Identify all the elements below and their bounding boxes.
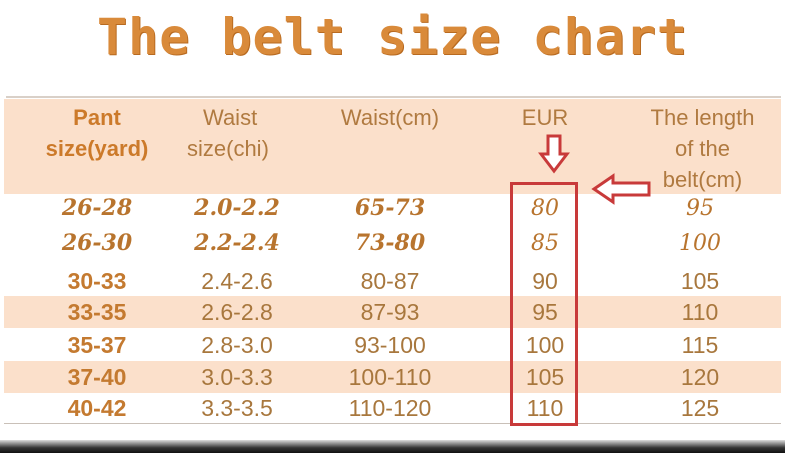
header-line: Waist(cm) (340, 105, 440, 130)
header-line: size(chi) (187, 136, 269, 161)
footer-strip (0, 440, 785, 453)
cell-waist-chi: 2.4-2.6 (201, 268, 273, 294)
cell-waist-chi: 2.8-3.0 (201, 332, 273, 358)
cell-belt-length: 120 (680, 364, 720, 390)
cell-waist-cm: 80-87 (360, 268, 420, 294)
divider (6, 96, 781, 98)
cell-belt-length: 125 (680, 395, 720, 421)
divider (4, 423, 781, 424)
cell-belt-length: 95 (686, 196, 714, 221)
cell-eur: 85 (531, 231, 559, 256)
cell-belt-length: 105 (680, 268, 720, 294)
arrow-left-icon (591, 173, 651, 205)
eur-highlight-box (510, 182, 578, 426)
cell-pant-size: 33-35 (67, 299, 127, 325)
cell-waist-chi: 2.6-2.8 (201, 299, 273, 325)
header-line: size(yard) (45, 136, 149, 161)
cell-eur: 95 (532, 299, 558, 325)
cell-waist-cm: 110-120 (348, 395, 432, 421)
cell-pant-size: 30-33 (67, 268, 127, 294)
header-waist-chi: Waist size(chi) (167, 102, 307, 164)
chart-title: The belt size chart (97, 8, 688, 66)
header-eur: EUR (505, 102, 585, 133)
header-line: Waist (203, 105, 258, 130)
cell-pant-size: 37-40 (67, 364, 127, 390)
header-line: The length (650, 105, 755, 130)
header-belt-length: The length of the belt(cm) (620, 102, 785, 195)
cell-belt-length: 110 (681, 299, 719, 325)
cell-waist-cm: 65-73 (354, 195, 426, 221)
table-header (4, 99, 781, 194)
cell-waist-chi: 2.2-2.4 (194, 230, 280, 256)
cell-pant-size: 26-30 (61, 230, 133, 256)
cell-eur: 90 (532, 268, 558, 294)
cell-waist-chi: 3.3-3.5 (201, 395, 273, 421)
header-waist-cm: Waist(cm) (320, 102, 460, 133)
cell-pant-size: 26-28 (61, 195, 133, 221)
row-band (4, 296, 781, 328)
cell-waist-chi: 3.0-3.3 (201, 364, 273, 390)
cell-waist-cm: 93-100 (354, 332, 426, 358)
cell-waist-cm: 87-93 (360, 299, 420, 325)
cell-eur: 110 (526, 395, 564, 421)
header-line: EUR (521, 105, 569, 130)
cell-eur: 105 (525, 364, 565, 390)
row-band (4, 361, 781, 393)
cell-waist-chi: 2.0-2.2 (194, 195, 280, 221)
cell-waist-cm: 100-110 (348, 364, 432, 390)
cell-belt-length: 115 (681, 332, 719, 358)
cell-eur: 80 (531, 196, 559, 221)
arrow-down-icon (538, 134, 570, 174)
header-pant-size: Pant size(yard) (17, 102, 177, 164)
cell-pant-size: 35-37 (67, 332, 127, 358)
cell-belt-length: 100 (679, 231, 721, 256)
header-line: of the (674, 136, 731, 161)
cell-waist-cm: 73-80 (354, 230, 426, 256)
cell-pant-size: 40-42 (67, 395, 127, 421)
header-line: Pant (73, 105, 121, 130)
cell-eur: 100 (525, 332, 565, 358)
header-line: belt(cm) (662, 167, 743, 192)
